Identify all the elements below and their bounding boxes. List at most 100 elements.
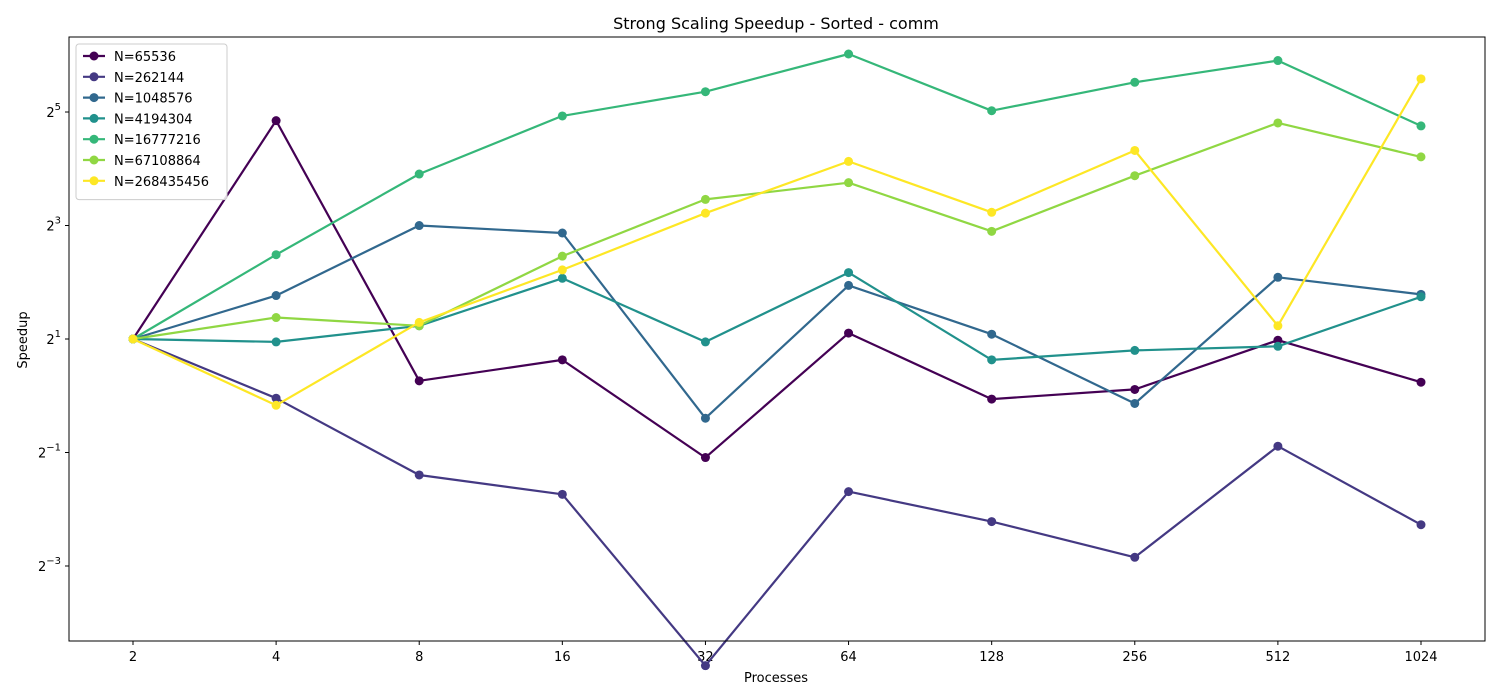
x-tick-label: 16 bbox=[554, 650, 571, 665]
legend-entry: N=268435456 bbox=[83, 175, 209, 190]
data-point bbox=[700, 194, 710, 204]
legend-label: N=65536 bbox=[114, 50, 176, 65]
data-point bbox=[557, 228, 567, 238]
data-point bbox=[700, 453, 710, 463]
y-tick-label: 2−1 bbox=[38, 442, 61, 461]
data-point bbox=[271, 400, 281, 410]
data-point bbox=[557, 355, 567, 365]
legend-label: N=16777216 bbox=[114, 133, 201, 148]
series-layer bbox=[128, 49, 1426, 671]
y-tick-label: 2−3 bbox=[38, 556, 61, 575]
data-point bbox=[1416, 292, 1426, 302]
data-point bbox=[271, 116, 281, 126]
legend-entry: N=1048576 bbox=[83, 92, 193, 107]
data-point bbox=[1130, 345, 1140, 355]
series-N=16777216 bbox=[128, 49, 1426, 344]
data-point bbox=[987, 517, 997, 527]
legend-marker bbox=[89, 72, 99, 82]
data-point bbox=[1273, 341, 1283, 351]
data-point bbox=[414, 221, 424, 231]
series-N=1048576 bbox=[128, 221, 1426, 423]
legend-entry: N=4194304 bbox=[83, 112, 193, 127]
data-point bbox=[1130, 145, 1140, 155]
data-point bbox=[1130, 171, 1140, 181]
data-point bbox=[271, 291, 281, 301]
y-axis-title: Speedup bbox=[16, 311, 31, 368]
data-point bbox=[1273, 441, 1283, 451]
series-line bbox=[132, 52, 1422, 340]
legend-label: N=67108864 bbox=[114, 154, 201, 169]
data-point bbox=[987, 226, 997, 236]
data-point bbox=[414, 317, 424, 327]
chart-title: Strong Scaling Speedup - Sorted - comm bbox=[613, 14, 939, 33]
data-point bbox=[271, 393, 281, 403]
data-point bbox=[271, 250, 281, 260]
y-axis: 2−3 2−1 21 23 25 bbox=[38, 102, 69, 575]
data-point bbox=[557, 489, 567, 499]
data-point bbox=[1416, 152, 1426, 162]
series-line bbox=[132, 78, 1422, 407]
data-point bbox=[414, 169, 424, 179]
data-point bbox=[414, 376, 424, 386]
plot-frame bbox=[68, 36, 1486, 642]
series-line bbox=[132, 224, 1422, 420]
data-point bbox=[557, 111, 567, 121]
y-tick-label: 21 bbox=[46, 329, 61, 348]
data-point bbox=[844, 487, 854, 497]
data-point bbox=[1273, 272, 1283, 282]
data-point bbox=[987, 355, 997, 365]
data-point bbox=[700, 208, 710, 218]
legend-entry: N=65536 bbox=[83, 50, 176, 65]
legend-entry: N=16777216 bbox=[83, 133, 201, 148]
data-point bbox=[1273, 56, 1283, 66]
data-point bbox=[1273, 321, 1283, 331]
data-point bbox=[987, 207, 997, 217]
data-point bbox=[128, 334, 138, 344]
data-point bbox=[271, 313, 281, 323]
data-point bbox=[700, 413, 710, 423]
legend-label: N=268435456 bbox=[114, 175, 209, 190]
data-point bbox=[987, 329, 997, 339]
legend-entry: N=262144 bbox=[83, 71, 184, 86]
data-point bbox=[1273, 118, 1283, 128]
legend-marker bbox=[89, 113, 99, 123]
legend-marker bbox=[89, 51, 99, 61]
legend-marker bbox=[89, 134, 99, 144]
data-point bbox=[987, 394, 997, 404]
y-tick-label: 25 bbox=[46, 102, 61, 121]
data-point bbox=[844, 178, 854, 188]
legend-label: N=1048576 bbox=[114, 92, 193, 107]
legend-marker bbox=[89, 176, 99, 186]
data-point bbox=[1130, 384, 1140, 394]
data-point bbox=[1130, 398, 1140, 408]
series-line bbox=[132, 119, 1422, 459]
x-tick-label: 2 bbox=[129, 650, 137, 665]
data-point bbox=[557, 273, 567, 283]
data-point bbox=[1416, 74, 1426, 84]
data-point bbox=[414, 470, 424, 480]
legend-entry: N=67108864 bbox=[83, 154, 201, 169]
x-tick-label: 64 bbox=[840, 650, 857, 665]
x-tick-label: 512 bbox=[1265, 650, 1290, 665]
data-point bbox=[700, 337, 710, 347]
data-point bbox=[1416, 121, 1426, 131]
legend-label: N=4194304 bbox=[114, 112, 193, 127]
x-axis-title: Processes bbox=[744, 671, 808, 686]
data-point bbox=[1416, 520, 1426, 530]
data-point bbox=[1130, 77, 1140, 87]
x-tick-label: 256 bbox=[1122, 650, 1147, 665]
data-point bbox=[700, 87, 710, 97]
legend-label: N=262144 bbox=[114, 71, 184, 86]
x-tick-label: 128 bbox=[979, 650, 1004, 665]
legend-box bbox=[75, 43, 228, 201]
data-point bbox=[987, 106, 997, 116]
x-tick-label: 4 bbox=[272, 650, 280, 665]
data-point bbox=[844, 280, 854, 290]
series-N=65536 bbox=[128, 116, 1426, 463]
series-N=262144 bbox=[128, 334, 1426, 671]
data-point bbox=[844, 49, 854, 59]
legend: N=65536 N=262144 N=1048576 N=4194304 N=16777… bbox=[75, 43, 228, 201]
data-point bbox=[844, 268, 854, 278]
